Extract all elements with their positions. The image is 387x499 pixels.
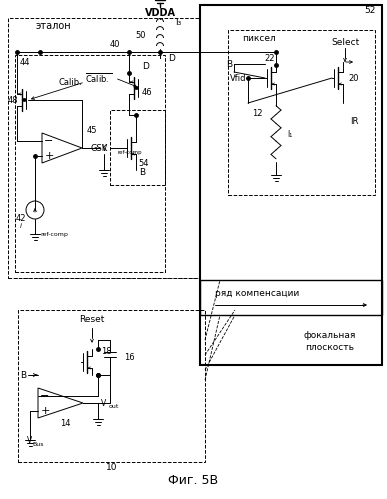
Circle shape bbox=[23, 98, 26, 102]
Text: Bus: Bus bbox=[32, 442, 44, 447]
Text: GSK: GSK bbox=[91, 144, 108, 153]
Text: VDDA: VDDA bbox=[144, 8, 175, 18]
Bar bbox=[110, 110, 165, 185]
Bar bbox=[200, 280, 382, 315]
Text: Reset: Reset bbox=[79, 315, 105, 324]
Text: IR: IR bbox=[350, 116, 358, 126]
Text: out: out bbox=[109, 405, 119, 410]
Text: D: D bbox=[168, 53, 175, 62]
Text: ref-comp: ref-comp bbox=[118, 150, 143, 155]
Text: I₁: I₁ bbox=[287, 130, 292, 139]
Text: V: V bbox=[27, 436, 33, 445]
Text: Calib.: Calib. bbox=[58, 77, 82, 86]
Text: 16: 16 bbox=[124, 353, 135, 362]
Text: 20: 20 bbox=[348, 73, 358, 82]
Bar bbox=[228, 30, 375, 195]
Text: 46: 46 bbox=[142, 87, 152, 96]
Text: I₃: I₃ bbox=[175, 17, 181, 26]
Text: 42: 42 bbox=[16, 214, 26, 223]
Bar bbox=[15, 55, 165, 272]
Text: +: + bbox=[45, 151, 54, 161]
Bar bbox=[200, 5, 382, 365]
Text: i: i bbox=[20, 223, 22, 229]
Text: $\overline{\mathrm{Calib.}}$: $\overline{\mathrm{Calib.}}$ bbox=[85, 71, 112, 85]
Text: 12: 12 bbox=[252, 108, 263, 117]
Bar bbox=[8, 18, 200, 278]
Text: 18: 18 bbox=[101, 347, 111, 356]
Text: B: B bbox=[226, 59, 232, 68]
Text: V: V bbox=[102, 144, 107, 153]
Text: −: − bbox=[40, 391, 50, 401]
Text: 54: 54 bbox=[138, 159, 149, 168]
Text: D: D bbox=[142, 61, 149, 70]
Text: 40: 40 bbox=[110, 39, 120, 48]
Text: пиксел: пиксел bbox=[242, 33, 276, 42]
Bar bbox=[18, 310, 205, 462]
Circle shape bbox=[135, 86, 138, 90]
Text: ref-comp: ref-comp bbox=[40, 232, 68, 237]
Text: 14: 14 bbox=[60, 419, 71, 428]
Text: +: + bbox=[40, 406, 50, 416]
Text: 10: 10 bbox=[106, 464, 118, 473]
Text: Select: Select bbox=[331, 37, 359, 46]
Text: Фиг. 5В: Фиг. 5В bbox=[168, 474, 218, 487]
Text: плоскость: плоскость bbox=[305, 342, 354, 351]
Text: 48: 48 bbox=[7, 95, 18, 104]
Text: V: V bbox=[101, 399, 106, 408]
Text: 45: 45 bbox=[87, 126, 98, 135]
Text: B: B bbox=[20, 370, 26, 380]
Text: ряд компенсации: ряд компенсации bbox=[215, 288, 299, 297]
Text: B: B bbox=[139, 168, 145, 177]
Text: Vfid: Vfid bbox=[229, 73, 246, 82]
Text: эталон: эталон bbox=[35, 21, 70, 31]
Text: фокальная: фокальная bbox=[304, 330, 356, 339]
Text: 52: 52 bbox=[364, 5, 376, 14]
Text: 22: 22 bbox=[265, 53, 275, 62]
Text: 44: 44 bbox=[20, 57, 31, 66]
Text: −: − bbox=[45, 136, 54, 146]
Text: 50: 50 bbox=[135, 30, 146, 39]
